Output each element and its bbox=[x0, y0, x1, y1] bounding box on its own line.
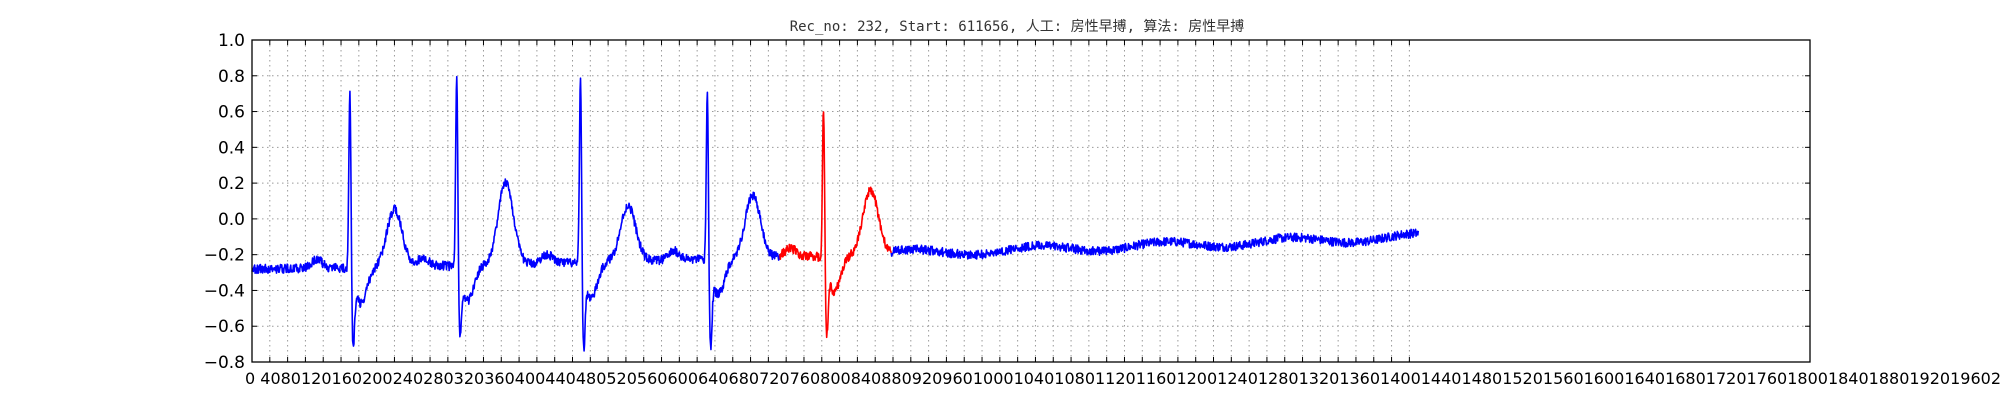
series-layer bbox=[251, 75, 1420, 352]
y-tick-label: 0.8 bbox=[218, 67, 245, 87]
y-tick-label: 0.6 bbox=[218, 103, 245, 123]
y-tick-label: −0.4 bbox=[204, 281, 245, 301]
y-tick-label: 0.2 bbox=[218, 174, 245, 194]
y-tick-label: 1.0 bbox=[218, 31, 245, 51]
x-axis: 0 40801201602002402803203604004404805205… bbox=[245, 40, 2000, 388]
y-tick-label: −0.2 bbox=[204, 246, 245, 266]
y-axis: 1.0 0.8 0.6 0.4 0.2 0.0 −0.2 −0.4 −0.6 −0.8 bbox=[204, 31, 1810, 373]
series-line-ecg bbox=[890, 228, 1420, 260]
chart-title: Rec_no: 232, Start: 611656, 人工: 房性早搏, 算法… bbox=[790, 18, 1245, 35]
plot-frame bbox=[251, 39, 1811, 363]
y-tick-label: 0.0 bbox=[218, 210, 245, 230]
y-tick-label: −0.6 bbox=[204, 317, 245, 337]
y-tick-label: −0.8 bbox=[204, 353, 245, 373]
series-line-premature-beat bbox=[779, 111, 893, 339]
y-tick-label: 0.4 bbox=[218, 138, 245, 158]
series-line-ecg bbox=[251, 75, 781, 352]
grid bbox=[251, 39, 1810, 363]
x-tick-labels: 0 40801201602002402803203604004404805205… bbox=[245, 369, 2000, 388]
